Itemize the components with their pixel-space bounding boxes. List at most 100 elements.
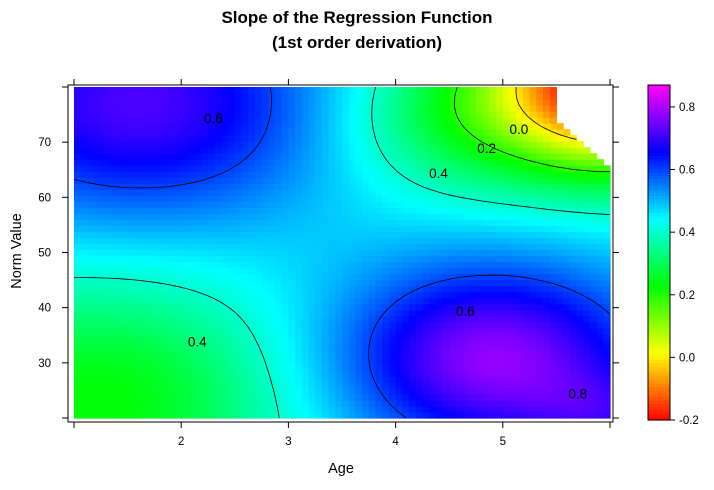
heatmap-cell	[181, 327, 189, 335]
heatmap-cell	[80, 231, 88, 239]
heatmap-cell	[576, 255, 584, 263]
heatmap-cell	[107, 261, 115, 269]
heatmap-cell	[342, 237, 350, 245]
heatmap-cell	[315, 105, 323, 112]
heatmap-cell	[228, 273, 236, 281]
heatmap-cell	[295, 369, 303, 377]
heatmap-cell	[522, 303, 531, 311]
heatmap-cell	[502, 153, 511, 160]
heatmap-cell	[147, 357, 155, 365]
heatmap-cell	[268, 153, 276, 160]
heatmap-cell	[208, 291, 216, 299]
heatmap-cell	[201, 111, 209, 118]
heatmap-cell	[234, 195, 243, 202]
heatmap-cell	[234, 261, 243, 269]
heatmap-cell	[275, 243, 283, 251]
heatmap-cell	[254, 105, 263, 112]
heatmap-cell	[455, 129, 464, 136]
heatmap-cell	[576, 333, 584, 341]
heatmap-cell	[368, 309, 377, 317]
heatmap-cell	[589, 237, 598, 245]
heatmap-cell	[516, 339, 524, 347]
heatmap-cell	[455, 387, 464, 395]
heatmap-cell	[275, 177, 283, 184]
heatmap-cell	[167, 261, 176, 269]
heatmap-cell	[308, 399, 316, 407]
heatmap-cell	[502, 183, 511, 190]
heatmap-cell	[536, 219, 544, 227]
heatmap-cell	[583, 285, 591, 293]
heatmap-cell	[502, 165, 511, 172]
heatmap-cell	[348, 267, 356, 275]
heatmap-cell	[208, 201, 216, 208]
heatmap-cell	[442, 213, 450, 220]
heatmap-cell	[315, 255, 323, 263]
heatmap-cell	[141, 339, 149, 347]
heatmap-cell	[482, 303, 490, 311]
heatmap-cell	[455, 411, 464, 419]
heatmap-cell	[114, 111, 122, 118]
heatmap-cell	[315, 339, 323, 347]
heatmap-cell	[476, 207, 484, 214]
heatmap-cell	[462, 243, 470, 251]
heatmap-cell	[388, 363, 397, 371]
heatmap-cell	[288, 345, 296, 353]
heatmap-cell	[214, 267, 222, 275]
heatmap-cell	[449, 105, 457, 112]
heatmap-cell	[241, 255, 249, 263]
heatmap-cell	[496, 177, 504, 184]
heatmap-cell	[476, 237, 484, 245]
heatmap-cell	[295, 291, 303, 299]
heatmap-cell	[120, 117, 129, 124]
heatmap-cell	[208, 351, 216, 359]
heatmap-cell	[583, 321, 591, 329]
colorbar-segment	[648, 135, 670, 140]
heatmap-cell	[134, 333, 142, 341]
heatmap-cell	[422, 285, 430, 293]
heatmap-cell	[275, 183, 283, 190]
heatmap-cell	[502, 309, 511, 317]
heatmap-cell	[388, 201, 397, 208]
heatmap-cell	[107, 309, 115, 317]
heatmap-cell	[543, 255, 551, 263]
colorbar-segment	[648, 212, 670, 217]
heatmap-cell	[589, 357, 598, 365]
heatmap-cell	[161, 291, 169, 299]
heatmap-cell	[308, 369, 316, 377]
heatmap-cell	[502, 141, 511, 148]
heatmap-cell	[154, 111, 162, 118]
heatmap-cell	[395, 189, 403, 196]
heatmap-cell	[342, 171, 350, 178]
heatmap-cell	[268, 309, 276, 317]
heatmap-cell	[174, 339, 182, 347]
heatmap-cell	[596, 219, 604, 227]
heatmap-cell	[589, 411, 598, 419]
heatmap-cell	[114, 249, 122, 257]
heatmap-cell	[167, 327, 176, 335]
heatmap-cell	[509, 153, 517, 160]
heatmap-cell	[321, 351, 330, 359]
heatmap-cell	[536, 189, 544, 196]
heatmap-cell	[141, 327, 149, 335]
heatmap-cell	[496, 393, 504, 401]
heatmap-cell	[536, 345, 544, 353]
heatmap-cell	[308, 279, 316, 287]
heatmap-cell	[449, 309, 457, 317]
heatmap-cell	[74, 357, 82, 365]
heatmap-cell	[435, 315, 444, 323]
heatmap-cell	[509, 405, 517, 413]
heatmap-cell	[241, 201, 249, 208]
heatmap-cell	[221, 231, 229, 239]
heatmap-cell	[482, 171, 490, 178]
heatmap-cell	[409, 315, 417, 323]
heatmap-cell	[147, 279, 155, 287]
heatmap-cell	[455, 369, 464, 377]
heatmap-cell	[455, 291, 464, 299]
heatmap-cell	[529, 273, 537, 281]
heatmap-cell	[80, 213, 88, 220]
heatmap-cell	[268, 195, 276, 202]
heatmap-cell	[321, 159, 330, 166]
heatmap-cell	[482, 357, 490, 365]
heatmap-cell	[395, 327, 403, 335]
heatmap-cell	[114, 411, 122, 419]
